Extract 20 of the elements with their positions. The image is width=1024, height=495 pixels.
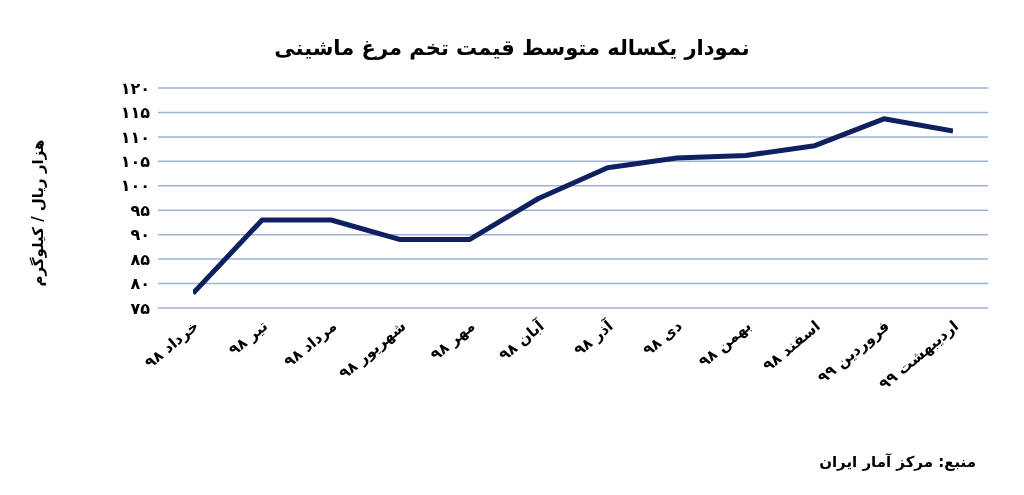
chart-title: نمودار یکساله متوسط قیمت تخم مرغ ماشینی — [273, 36, 751, 60]
text: منبع: مرکز آمار ایران — [819, 453, 976, 471]
x-tick-label: آبان ۹۸ — [495, 316, 549, 365]
x-tick-label: آذر ۹۸ — [570, 316, 618, 360]
x-tick-label: تیر ۹۸ — [225, 316, 272, 360]
x-tick-label: خرداد ۹۸ — [141, 316, 202, 372]
y-tick-label: ۸۰ — [130, 274, 150, 294]
x-tick-label: بهمن ۹۸ — [695, 316, 755, 371]
y-tick-label: ۹۰ — [130, 225, 150, 245]
x-tick-label: دی ۹۸ — [639, 316, 686, 360]
y-axis-title: هزار ریال / کیلوگرم — [29, 139, 47, 287]
y-tick-label: ۱۰۰ — [120, 176, 150, 196]
y-tick-label: ۹۵ — [130, 200, 151, 220]
y-tick-label: ۱۲۰ — [120, 78, 150, 98]
y-tick-label: ۷۵ — [130, 298, 151, 318]
y-tick-label: ۱۱۵ — [120, 103, 151, 123]
y-tick-label: ۸۵ — [130, 249, 151, 269]
y-tick-label: ۱۱۰ — [120, 127, 150, 147]
y-tick-label: ۱۰۵ — [120, 152, 151, 172]
x-tick-label: مهر ۹۸ — [426, 316, 479, 365]
